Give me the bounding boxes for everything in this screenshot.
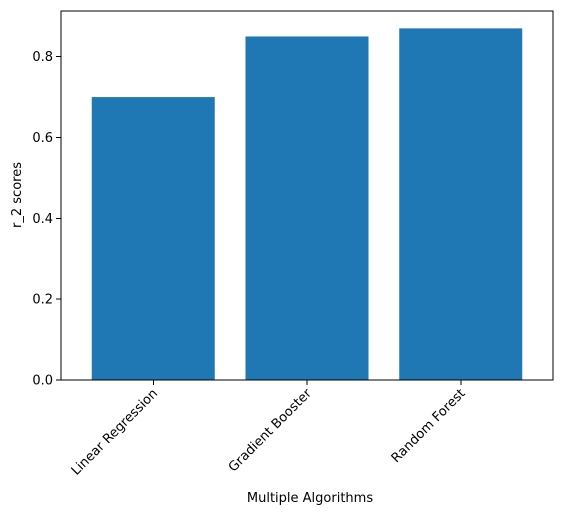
y-tick-label: 0.4 (32, 212, 53, 227)
bar-gradient-booster (245, 36, 369, 380)
y-tick-label: 0.0 (32, 374, 53, 389)
bars (91, 28, 523, 381)
y-tick-label: 0.6 (32, 131, 53, 146)
bar-linear-regression (91, 97, 215, 381)
y-tick-label: 0.2 (32, 293, 53, 308)
x-tick-label: Linear Regression (69, 386, 161, 478)
bar-random-forest (399, 28, 523, 381)
x-axis-ticks: Linear Regression Gradient Booster Random … (69, 380, 469, 479)
y-tick-label: 0.8 (32, 50, 53, 65)
y-axis-ticks: 0.0 0.2 0.4 0.6 0.8 (32, 50, 61, 389)
y-axis-label: r_2 scores (10, 162, 25, 228)
plot-area-frame (60, 10, 554, 381)
x-tick-label: Gradient Booster (226, 386, 315, 475)
x-tick-label: Random Forest (389, 386, 469, 466)
x-axis-label: Multiple Algorithms (247, 491, 373, 506)
